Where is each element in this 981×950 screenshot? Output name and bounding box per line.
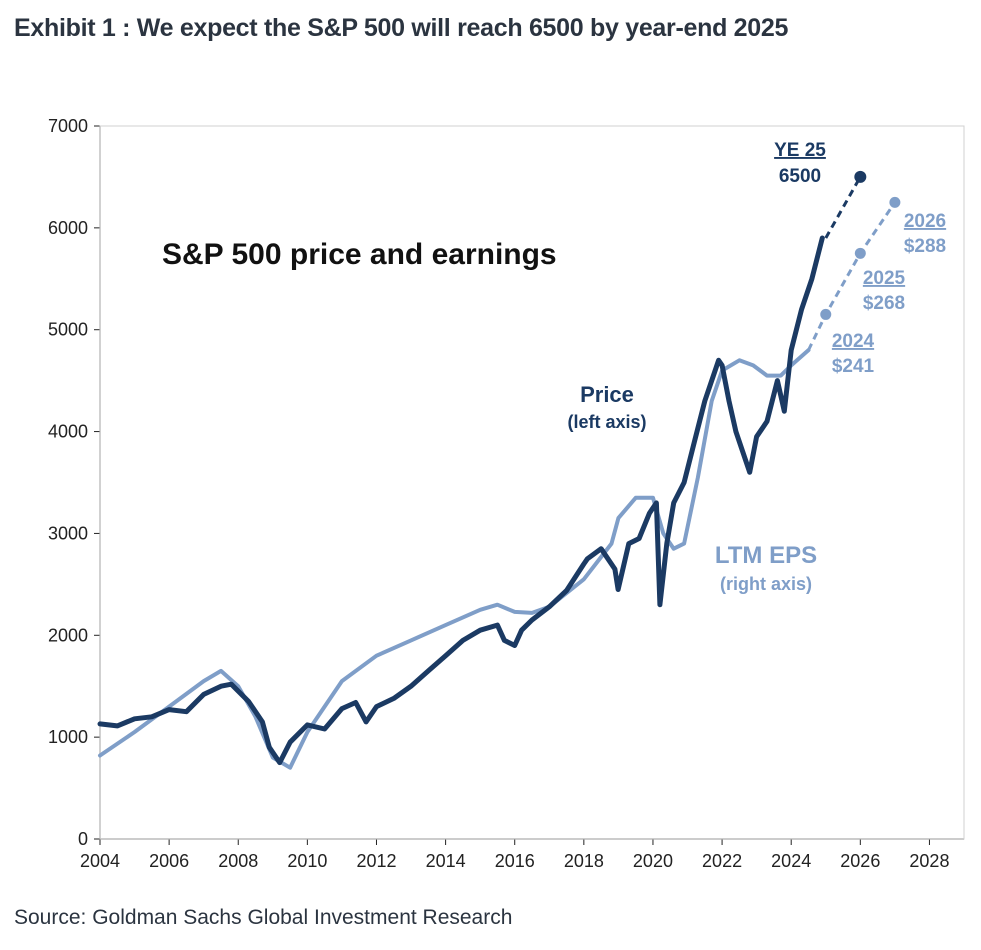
eps-label-year: 2026 [904,211,946,232]
y-tick-label: 3000 [48,523,88,543]
price-axis-label: (left axis) [567,412,646,432]
x-tick-label: 2010 [287,851,327,871]
x-tick-label: 2022 [702,851,742,871]
eps-label-value: $241 [832,356,875,377]
x-tick-label: 2026 [840,851,880,871]
price-series-label: Price [580,382,634,407]
price-projection-line [824,176,862,239]
y-tick-label: 7000 [48,116,88,136]
y-axis: 0 1000 2000 3000 4000 5000 6000 7000 [48,116,101,849]
y-tick-label: 6000 [48,218,88,238]
x-axis: 2004 2006 2008 2010 2012 2014 2016 2018 2020 2022… [80,838,964,871]
y-tick-label: 0 [78,829,88,849]
x-tick-label: 2012 [356,851,396,871]
x-tick-label: 2020 [633,851,673,871]
eps-label-year: 2025 [863,268,906,289]
x-tick-label: 2006 [149,851,189,871]
x-tick-label: 2018 [564,851,604,871]
exhibit-title: Exhibit 1 : We expect the S&P 500 will r… [14,14,789,42]
price-series-line [97,235,825,766]
eps-series-label: LTM EPS [715,542,817,569]
y-tick-label: 5000 [48,320,88,340]
eps-projection-point [820,308,832,320]
series-lines [97,170,901,770]
target-label-value: 6500 [779,166,821,187]
x-tick-label: 2008 [218,851,258,871]
y-tick-label: 2000 [48,625,88,645]
eps-projection-point [889,196,901,208]
target-label-year: YE 25 [774,140,826,161]
eps-axis-label: (right axis) [720,574,812,594]
plot-frame [99,125,965,840]
eps-label-year: 2024 [832,331,875,352]
price-projection-point [854,170,867,183]
chart-title: S&P 500 price and earnings [162,238,557,271]
x-tick-label: 2004 [80,851,120,871]
y-tick-label: 1000 [48,727,88,747]
eps-label-value: $288 [904,236,946,257]
eps-label-value: $268 [863,293,905,314]
y-tick-label: 4000 [48,422,88,442]
source-note: Source: Goldman Sachs Global Investment … [14,906,513,929]
x-tick-label: 2016 [495,851,535,871]
eps-projection-point [854,247,866,259]
annotations: S&P 500 price and earnings Price (left axi… [162,140,946,594]
eps-projection-line [807,201,897,351]
x-tick-label: 2028 [909,851,949,871]
x-tick-label: 2014 [426,851,466,871]
x-tick-label: 2024 [771,851,811,871]
